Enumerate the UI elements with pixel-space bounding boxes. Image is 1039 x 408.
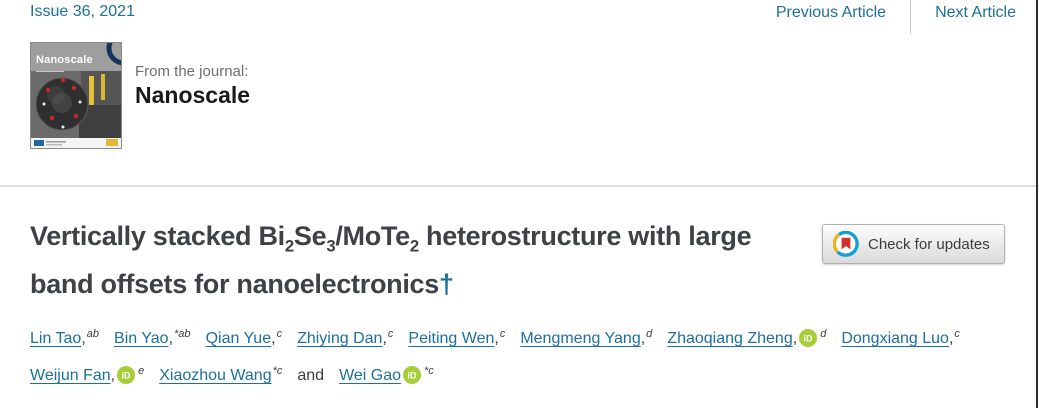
author: Qian Yue,c xyxy=(206,326,283,352)
author-affiliation-sup: c xyxy=(276,327,283,340)
author-separator: , xyxy=(948,330,954,347)
nav-divider xyxy=(910,0,912,34)
author-link[interactable]: Bin Yao xyxy=(114,330,169,347)
author-affiliation-sup: c xyxy=(387,327,394,340)
author-separator: , xyxy=(168,330,174,347)
author-affiliation-sup: e xyxy=(138,364,145,377)
author-separator: , xyxy=(271,330,276,347)
author: Mengmeng Yang,d xyxy=(520,326,652,352)
author-separator: , xyxy=(110,367,116,384)
journal-cover-art xyxy=(31,43,121,148)
author-link[interactable]: Xiaozhou Wang xyxy=(159,367,272,384)
svg-text:iD: iD xyxy=(804,334,814,344)
from-journal-label: From the journal: xyxy=(135,63,249,80)
cover-journal-title: Nanoscale xyxy=(36,54,93,66)
and-label: and xyxy=(297,367,325,384)
crossmark-icon xyxy=(833,231,859,257)
orcid-id-icon[interactable]: iD xyxy=(403,366,422,384)
author: Lin Tao,ab xyxy=(30,326,99,352)
esi-dagger-link[interactable]: † xyxy=(438,269,454,300)
article-title: Vertically stacked Bi2Se3/MoTe2 heterost… xyxy=(30,217,765,303)
section-divider xyxy=(0,185,1039,187)
author-link[interactable]: Weijun Fan xyxy=(30,367,111,384)
author-separator: , xyxy=(81,330,86,347)
svg-text:iD: iD xyxy=(122,371,132,381)
check-for-updates-label: Check for updates xyxy=(868,235,990,253)
issue-link[interactable]: Issue 36, 2021 xyxy=(30,3,135,20)
author: Weijun Fan, iD e xyxy=(30,363,144,389)
author-list: Lin Tao,ab Bin Yao,*ab Qian Yue,c Zhiying D… xyxy=(30,326,1025,389)
author-affiliation-sup: ab xyxy=(86,327,100,340)
author-link[interactable]: Mengmeng Yang xyxy=(520,330,641,347)
author-link[interactable]: Peiting Wen xyxy=(408,330,495,347)
author: Dongxiang Luo,c xyxy=(841,326,960,352)
journal-cover-thumbnail[interactable]: Nanoscale xyxy=(30,42,122,149)
author-link[interactable]: Qian Yue xyxy=(205,330,272,347)
author-separator: , xyxy=(792,330,798,347)
journal-name: Nanoscale xyxy=(135,82,251,108)
author-affiliation-sup: d xyxy=(820,327,827,340)
author-link[interactable]: Dongxiang Luo xyxy=(841,330,949,347)
author: Zhiying Dan,c xyxy=(297,326,393,352)
author-affiliation-sup: *c xyxy=(424,364,434,377)
author: Xiaozhou Wang*c xyxy=(159,363,282,389)
author-affiliation-sup: *ab xyxy=(174,327,191,340)
author-affiliation-sup: c xyxy=(499,327,506,340)
author: Wei Gao iD *c xyxy=(339,363,434,389)
author-affiliation-sup: d xyxy=(646,327,653,340)
next-article-link[interactable]: Next Article xyxy=(935,4,1016,21)
author-line-1: Lin Tao,ab Bin Yao,*ab Qian Yue,c Zhiying D… xyxy=(30,326,1025,352)
author-affiliation-sup: *c xyxy=(272,364,283,377)
author-separator: , xyxy=(382,330,387,347)
svg-text:iD: iD xyxy=(408,371,418,381)
author: Peiting Wen,c xyxy=(408,326,505,352)
article-title-text: Vertically stacked Bi2Se3/MoTe2 heterost… xyxy=(30,221,752,300)
check-for-updates-button[interactable]: Check for updates xyxy=(822,224,1005,264)
author-separator: , xyxy=(640,330,646,347)
author: Bin Yao,*ab xyxy=(114,326,191,352)
window-right-border xyxy=(1036,0,1038,408)
orcid-id-icon[interactable]: iD xyxy=(799,329,818,347)
author-link[interactable]: Zhaoqiang Zheng xyxy=(667,330,793,347)
author-line-2: Weijun Fan, iD e Xiaozhou Wang*c and Wei Gao i… xyxy=(30,363,1025,389)
author-link[interactable]: Zhiying Dan xyxy=(297,330,383,347)
article-nav: Previous Article Next Article xyxy=(776,0,1016,34)
previous-article-link[interactable]: Previous Article xyxy=(775,4,887,21)
orcid-id-icon[interactable]: iD xyxy=(117,366,136,384)
author-link[interactable]: Wei Gao xyxy=(339,367,402,384)
author-link[interactable]: Lin Tao xyxy=(30,330,82,347)
author-separator: , xyxy=(494,330,499,347)
author: Zhaoqiang Zheng, iD d xyxy=(667,326,826,352)
author-affiliation-sup: c xyxy=(954,327,960,340)
